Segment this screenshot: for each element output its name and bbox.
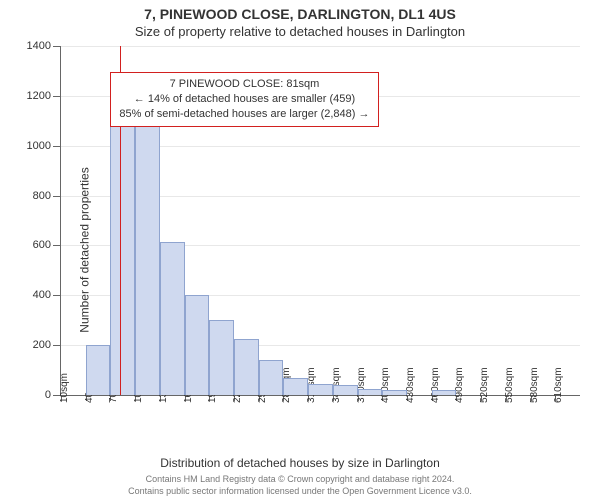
y-tick-label: 1000	[27, 140, 51, 152]
y-tick-label: 1400	[27, 40, 51, 52]
histogram-bar	[283, 378, 308, 395]
copyright-line-1: Contains HM Land Registry data © Crown c…	[0, 474, 600, 484]
x-tick-label: 610sqm	[553, 367, 564, 403]
annotation-line: ← 14% of detached houses are smaller (45…	[119, 92, 369, 107]
y-tick-label: 400	[33, 289, 51, 301]
histogram-bar	[160, 242, 185, 395]
y-tick	[53, 96, 61, 97]
gridline	[61, 46, 580, 47]
x-tick-label: 550sqm	[504, 367, 515, 403]
y-tick	[53, 245, 61, 246]
y-tick-label: 1200	[27, 90, 51, 102]
histogram-bar	[86, 345, 111, 395]
y-tick	[53, 295, 61, 296]
x-axis-label: Distribution of detached houses by size …	[0, 456, 600, 470]
x-tick-label: 400sqm	[380, 367, 391, 403]
annotation-line: 7 PINEWOOD CLOSE: 81sqm	[119, 77, 369, 92]
chart-title: 7, PINEWOOD CLOSE, DARLINGTON, DL1 4US	[0, 6, 600, 22]
y-tick	[53, 46, 61, 47]
histogram-bar	[308, 384, 333, 395]
histogram-bar	[259, 360, 284, 395]
histogram-bar	[382, 390, 407, 395]
y-tick	[53, 146, 61, 147]
y-tick	[53, 345, 61, 346]
histogram-bar	[135, 123, 160, 395]
chart-wrap: 7, PINEWOOD CLOSE, DARLINGTON, DL1 4US S…	[0, 0, 600, 500]
x-tick-label: 430sqm	[405, 367, 416, 403]
y-tick-label: 600	[33, 239, 51, 251]
x-tick-label: 520sqm	[479, 367, 490, 403]
y-tick-label: 200	[33, 339, 51, 351]
annotation-line: 85% of semi-detached houses are larger (…	[119, 107, 369, 122]
x-tick-label: 10sqm	[59, 373, 70, 403]
copyright-line-2: Contains public sector information licen…	[0, 486, 600, 496]
plot-area: 020040060080010001200140010sqm40sqm70sqm…	[60, 46, 580, 396]
y-tick	[53, 196, 61, 197]
histogram-bar	[110, 116, 135, 395]
chart-subtitle: Size of property relative to detached ho…	[0, 24, 600, 39]
histogram-bar	[185, 295, 210, 395]
x-tick-label: 580sqm	[529, 367, 540, 403]
x-tick-label: 490sqm	[454, 367, 465, 403]
y-tick-label: 800	[33, 190, 51, 202]
x-tick-label: 460sqm	[430, 367, 441, 403]
histogram-bar	[333, 385, 358, 395]
histogram-bar	[358, 389, 383, 395]
histogram-bar	[234, 339, 259, 395]
annotation-box: 7 PINEWOOD CLOSE: 81sqm← 14% of detached…	[110, 72, 378, 127]
histogram-bar	[209, 320, 234, 395]
histogram-bar	[432, 390, 457, 395]
y-tick-label: 0	[45, 389, 51, 401]
